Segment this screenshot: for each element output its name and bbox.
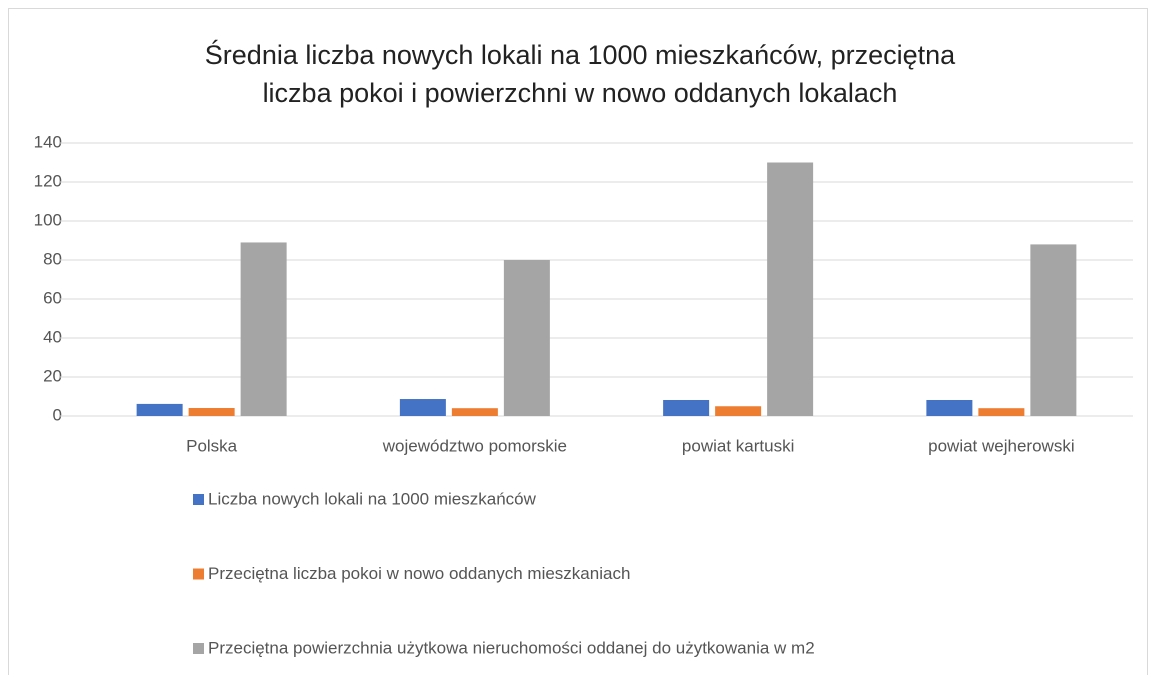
y-tick-label: 0	[53, 405, 62, 424]
bar	[767, 162, 814, 416]
bar	[188, 408, 235, 416]
y-tick-label: 60	[43, 288, 62, 307]
bar	[715, 406, 762, 416]
bar	[1030, 244, 1077, 416]
bar	[451, 408, 498, 416]
y-tick-label: 20	[43, 366, 62, 385]
y-tick-label: 80	[43, 249, 62, 268]
legend-swatch	[193, 494, 204, 505]
legend-swatch	[193, 568, 204, 580]
bar	[663, 400, 710, 416]
legend-label: Przeciętna powierzchnia użytkowa nieruch…	[208, 638, 815, 657]
y-tick-label: 40	[43, 327, 62, 346]
legend-label: Liczba nowych lokali na 1000 mieszkańców	[208, 489, 537, 508]
legend-swatch	[193, 643, 204, 654]
x-tick-label: województwo pomorskie	[382, 436, 567, 455]
chart-title: Średnia liczba nowych lokali na 1000 mie…	[204, 40, 956, 108]
bar	[926, 400, 973, 416]
legend-label: Przeciętna liczba pokoi w nowo oddanych …	[208, 564, 630, 583]
x-tick-label: powiat wejherowski	[928, 436, 1074, 455]
chart-border	[8, 8, 1148, 675]
x-tick-label: Polska	[186, 436, 238, 455]
bar	[240, 242, 287, 416]
bar	[978, 408, 1025, 416]
bar	[503, 260, 550, 416]
x-tick-label: powiat kartuski	[682, 436, 794, 455]
y-tick-label: 120	[34, 171, 62, 190]
y-tick-label: 140	[34, 132, 62, 151]
bar	[399, 399, 446, 416]
bar	[136, 403, 183, 416]
y-tick-label: 100	[34, 210, 62, 229]
